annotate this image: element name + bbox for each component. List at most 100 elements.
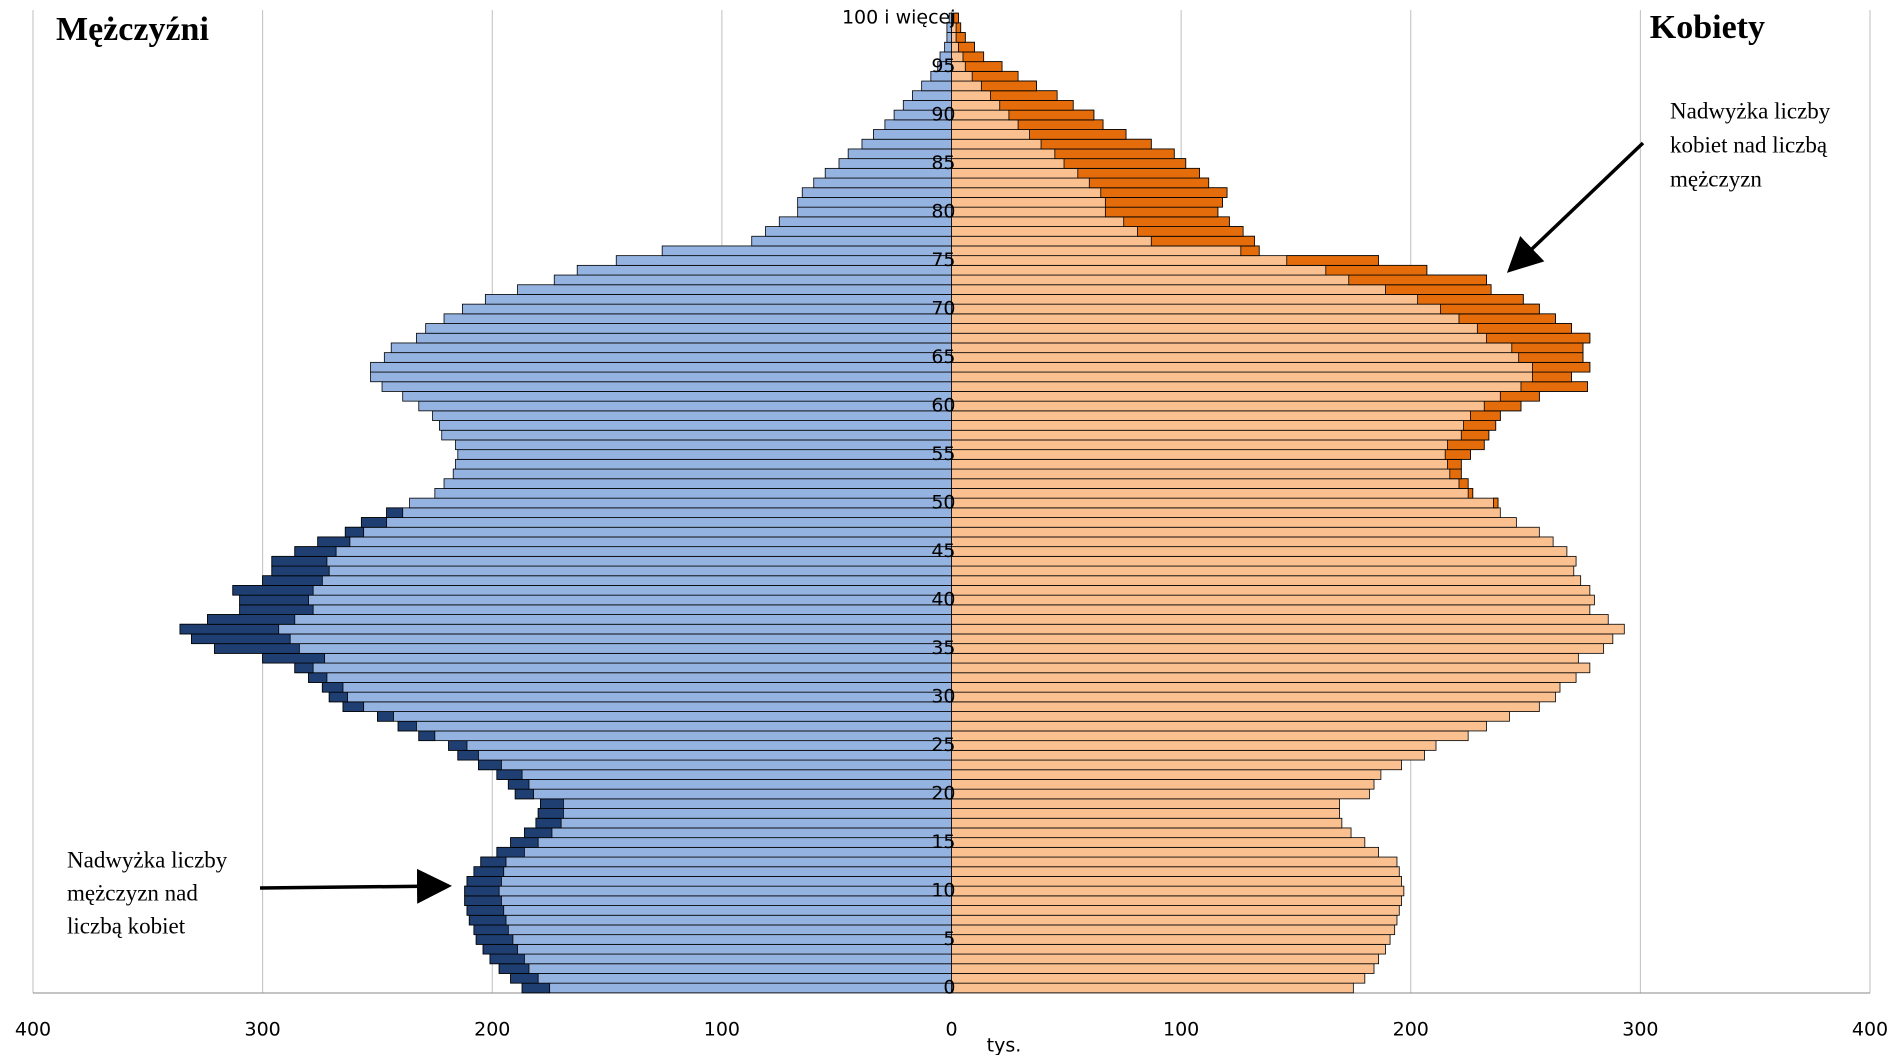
excess-bar [1511, 342, 1584, 354]
bar [455, 458, 952, 470]
excess-bar [239, 594, 309, 606]
y-tick-label: 35 [931, 637, 955, 659]
bar [951, 342, 1584, 354]
bar [951, 973, 1366, 984]
excess-bar [179, 623, 280, 635]
y-tick-label: 75 [931, 249, 955, 271]
excess-bar [1325, 264, 1428, 276]
excess-bar [294, 546, 337, 557]
bar [239, 604, 952, 615]
bar [951, 711, 1510, 722]
bar [370, 361, 952, 373]
excess-bar [510, 973, 539, 984]
excess-bar [1029, 129, 1127, 140]
excess-bar [1444, 449, 1471, 460]
x-tick-label: 400 [15, 1019, 51, 1041]
bar [370, 371, 952, 383]
bar [951, 400, 1522, 412]
bar [912, 90, 952, 101]
y-tick-label: 20 [931, 783, 955, 805]
excess-bar [473, 924, 509, 936]
excess-bar [1458, 313, 1556, 324]
excess-bar [262, 652, 326, 664]
bar [439, 420, 952, 431]
bar [778, 216, 952, 227]
bar [475, 934, 952, 945]
bar [951, 943, 1386, 955]
bar [464, 895, 952, 906]
bar [489, 953, 952, 965]
bar [951, 575, 1582, 586]
bar [951, 361, 1591, 373]
bar [397, 720, 952, 732]
excess-bar [537, 808, 564, 819]
bar [951, 662, 1591, 674]
arrow [1506, 141, 1645, 273]
bar [951, 905, 1400, 916]
y-tick-label: 95 [931, 55, 955, 77]
excess-bar [317, 536, 351, 548]
excess-bar [1483, 400, 1522, 412]
bar [537, 808, 952, 819]
excess-bar [448, 740, 468, 751]
bar [473, 924, 952, 936]
bar [443, 313, 952, 324]
excess-bar [496, 769, 523, 780]
bar [921, 80, 952, 92]
bar [951, 526, 1540, 538]
bar [321, 682, 952, 693]
bar [478, 759, 952, 771]
bar [418, 400, 952, 412]
bar [951, 536, 1554, 548]
bar [271, 565, 952, 577]
y-tick-label: 15 [931, 831, 955, 853]
bar [951, 846, 1380, 858]
y-tick-label: 40 [931, 589, 955, 611]
excess-bar [475, 934, 514, 945]
y-tick-label: 70 [931, 298, 955, 320]
excess-bar [466, 905, 505, 916]
left-title: Mężczyźni [56, 11, 209, 48]
bar [951, 546, 1568, 557]
x-tick-label: 200 [1393, 1019, 1429, 1041]
bar [951, 827, 1352, 839]
annotation: kobiet nad liczbą [1670, 132, 1828, 157]
excess-bar [1123, 216, 1230, 227]
y-tick-label: 80 [931, 201, 955, 223]
bar [951, 924, 1396, 936]
excess-bar [496, 846, 525, 858]
excess-bar [473, 866, 505, 877]
bar [951, 439, 1485, 451]
y-tick-label: 10 [931, 880, 955, 902]
excess-bar [1460, 429, 1490, 441]
bar [466, 876, 952, 887]
bar [496, 769, 952, 780]
excess-bar [342, 701, 365, 712]
excess-bar [360, 517, 388, 528]
bar [951, 594, 1595, 606]
bar [432, 410, 952, 421]
excess-bar [478, 759, 502, 771]
excess-bar [523, 827, 553, 839]
bar [262, 652, 952, 664]
excess-bar [1040, 138, 1152, 150]
y-tick-label: 60 [931, 395, 955, 417]
bar [191, 633, 952, 645]
excess-bar [1104, 197, 1223, 208]
excess-bar [294, 662, 314, 674]
bar [951, 895, 1402, 906]
y-tick-label: 30 [931, 686, 955, 708]
bar [951, 817, 1343, 829]
bar [523, 827, 952, 839]
bar [517, 284, 952, 295]
bar [797, 197, 952, 208]
bar [425, 323, 952, 334]
excess-bar [464, 895, 502, 906]
bar [576, 264, 952, 276]
excess-bar [1520, 381, 1588, 392]
excess-bar [328, 691, 348, 703]
excess-bar [1467, 488, 1474, 499]
excess-bar [1240, 245, 1260, 257]
bar [507, 779, 952, 790]
excess-bar [1077, 167, 1200, 179]
